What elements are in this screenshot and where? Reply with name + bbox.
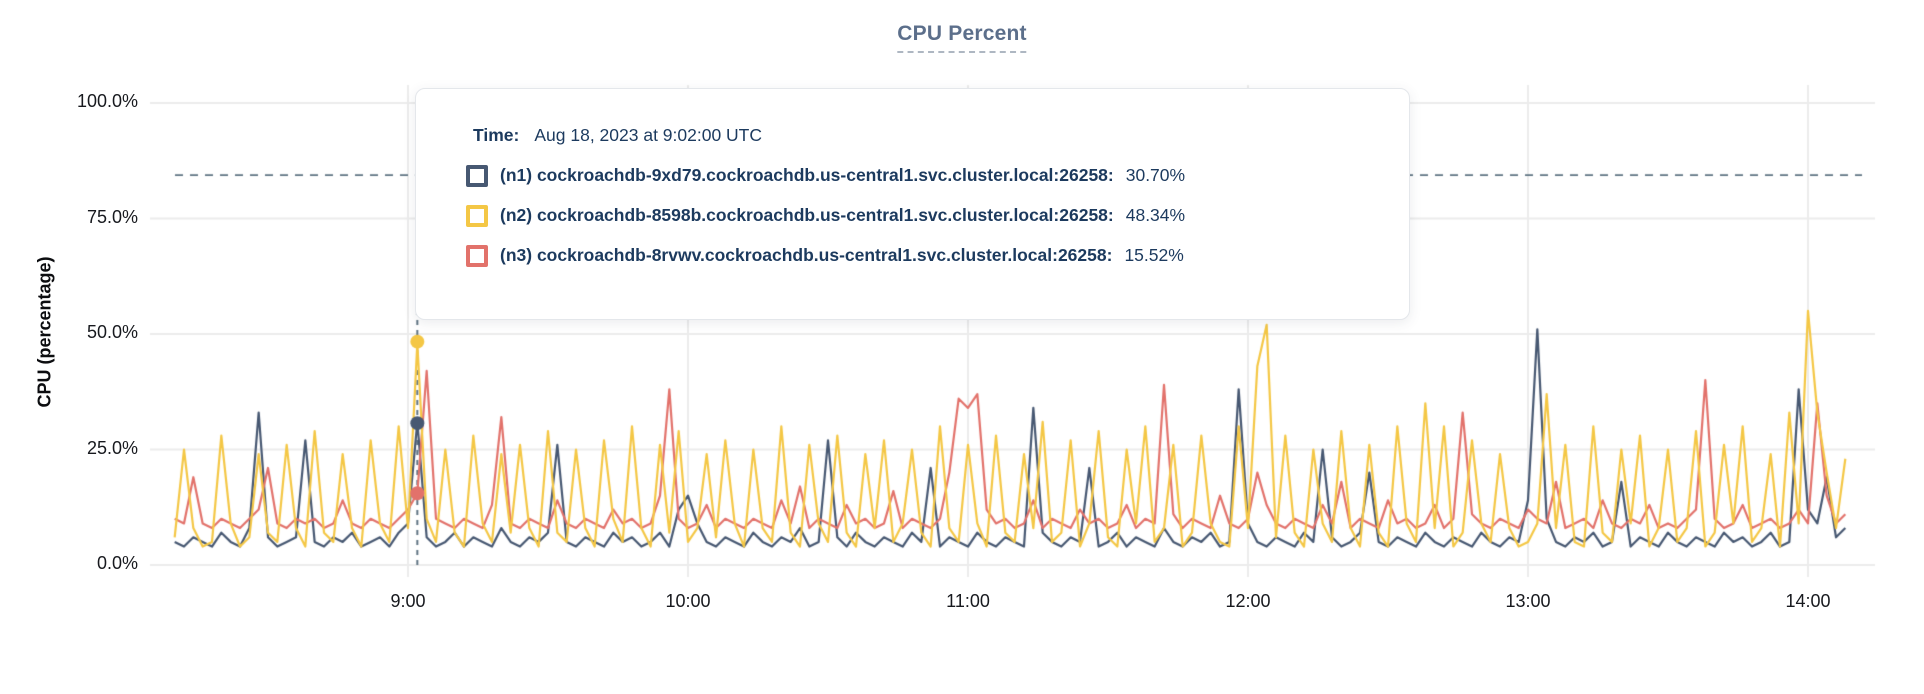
y-tick-label: 75.0% (86, 206, 138, 227)
x-tick-label: 11:00 (946, 591, 990, 611)
x-tick-label: 14:00 (1785, 591, 1831, 611)
x-tick-label: 10:00 (665, 591, 711, 611)
tooltip-series-row: (n3) cockroachdb-8rvwv.cockroachdb.us-ce… (466, 242, 1373, 269)
x-tick-label: 13:00 (1505, 591, 1551, 611)
hover-tooltip: Time: Aug 18, 2023 at 9:02:00 UTC (n1) c… (415, 88, 1410, 320)
tooltip-time-value: Aug 18, 2023 at 9:02:00 UTC (534, 125, 763, 145)
tooltip-series-label: (n1) cockroachdb-9xd79.cockroachdb.us-ce… (500, 165, 1114, 185)
series-n2-swatch-icon (466, 204, 488, 227)
y-tick-label: 50.0% (86, 322, 138, 342)
tooltip-series-value: 30.70% (1125, 165, 1186, 185)
y-axis-title: CPU (percentage) (34, 256, 55, 408)
x-tick-label: 12:00 (1225, 591, 1271, 611)
y-tick-label: 100.0% (76, 91, 138, 111)
y-tick-label: 25.0% (86, 437, 138, 458)
series-n3-swatch-icon (466, 244, 488, 267)
tooltip-series-row: (n1) cockroachdb-9xd79.cockroachdb.us-ce… (466, 162, 1373, 189)
tooltip-series-value: 15.52% (1124, 245, 1184, 265)
tooltip-time-row: Time: Aug 18, 2023 at 9:02:00 UTC (466, 122, 1373, 149)
tooltip-series-value: 48.34% (1125, 205, 1186, 225)
x-tick-label: 9:00 (390, 591, 426, 611)
tooltip-series-label: (n2) cockroachdb-8598b.cockroachdb.us-ce… (500, 205, 1114, 225)
y-tick-label: 0.0% (96, 553, 138, 573)
series-n1-swatch-icon (466, 164, 488, 187)
tooltip-series-label: (n3) cockroachdb-8rvwv.cockroachdb.us-ce… (500, 245, 1113, 265)
tooltip-time-label: Time: (473, 125, 520, 145)
tooltip-series-row: (n2) cockroachdb-8598b.cockroachdb.us-ce… (466, 202, 1373, 229)
